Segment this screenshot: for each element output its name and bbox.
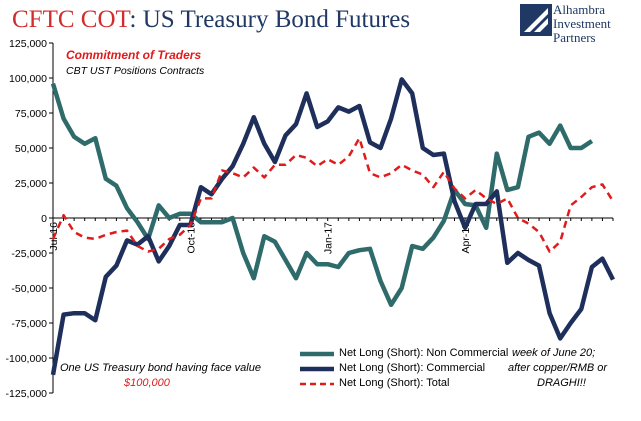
y-tick-label: -50,000 <box>11 283 47 295</box>
face-value-amount: $100,000 <box>124 377 170 389</box>
chart-title: CFTC COT: US Treasury Bond Futures <box>12 6 410 34</box>
series-line-non-commercial <box>50 82 594 308</box>
face-value-note: One US Treasury bond having face value <box>60 362 261 374</box>
legend-label-total: Net Long (Short): Total <box>339 377 450 389</box>
y-tick-label: 75,000 <box>15 108 47 120</box>
y-axis: -125,000 -100,000 -75,000 -50,000 -25,000 0 25… <box>6 38 54 400</box>
y-tick-label: 100,000 <box>9 73 47 85</box>
y-tick-label: -100,000 <box>6 353 48 365</box>
week-note-3: DRAGHI!! <box>537 377 586 389</box>
y-tick-label: 50,000 <box>15 143 47 155</box>
subheading-note: CBT UST Positions Contracts <box>66 65 205 77</box>
x-axis: Jul-16 Oct-16 Jan-17 Apr-17 <box>48 217 614 254</box>
y-tick-label: 0 <box>41 213 47 225</box>
y-tick-label: 125,000 <box>9 38 47 50</box>
week-note-2: after copper/RMB or <box>508 362 608 374</box>
series-layer <box>50 77 616 376</box>
logo-line-3: Partners <box>553 30 596 45</box>
x-tick-label: Apr-17 <box>460 222 472 254</box>
chart-title-rest: : US Treasury Bond Futures <box>129 6 411 33</box>
week-note-1: week of June 20; <box>512 347 596 359</box>
y-tick-label: 25,000 <box>15 178 47 190</box>
heading-note: Commitment of Traders <box>66 48 202 62</box>
logo-line-1: Alhambra <box>553 2 605 17</box>
x-tick-label: Jan-17 <box>323 222 335 254</box>
x-tick-label: Oct-16 <box>185 222 197 254</box>
y-tick-label: -75,000 <box>11 318 47 330</box>
legend-label-non-commercial: Net Long (Short): Non Commercial <box>339 347 509 359</box>
alhambra-logo-icon <box>520 4 552 36</box>
y-tick-label: -125,000 <box>6 388 48 400</box>
legend-lines <box>300 351 334 386</box>
y-tick-label: -25,000 <box>11 248 47 260</box>
series-line-commercial <box>50 77 616 376</box>
legend-label-commercial: Net Long (Short): Commercial <box>339 362 486 374</box>
logo-line-2: Investment <box>553 16 611 31</box>
logo-text: Alhambra Investment Partners <box>553 3 611 45</box>
chart-title-prefix: CFTC COT <box>12 6 130 33</box>
series-line-total <box>51 136 615 253</box>
